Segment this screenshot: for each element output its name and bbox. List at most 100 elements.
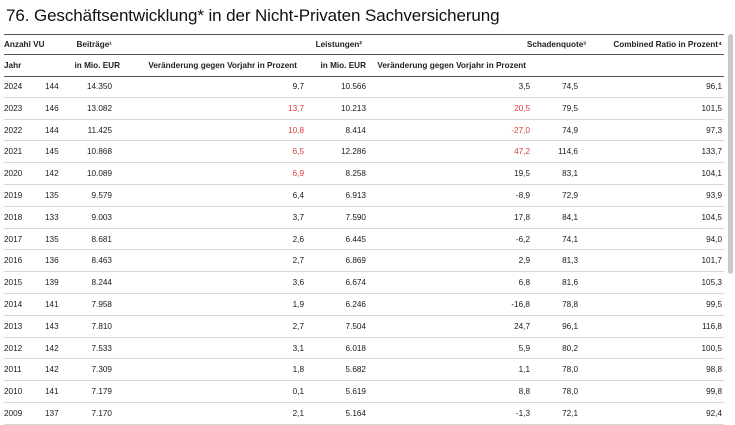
cell-beitraege-change: 3,1 xyxy=(292,343,304,353)
cell-schadenquote: 81,6 xyxy=(562,278,578,288)
cell-leistungen-change: 19,5 xyxy=(514,169,530,179)
cell-anzahl-vu: 135 xyxy=(45,190,59,200)
cell-combined-ratio: 94,0 xyxy=(706,234,722,244)
cell-anzahl-vu: 144 xyxy=(45,125,59,135)
cell-beitraege-change: 0,1 xyxy=(292,387,304,397)
cell-anzahl-vu: 142 xyxy=(45,169,59,179)
cell-beitraege-change: 1,9 xyxy=(292,299,304,309)
data-table: Anzahl VU Beiträge¹ Leistungen² Schadenq… xyxy=(4,34,724,425)
cell-schadenquote: 78,8 xyxy=(562,299,578,309)
cell-schadenquote: 74,5 xyxy=(562,82,578,91)
cell-jahr: 2023 xyxy=(4,103,23,113)
cell-jahr: 2014 xyxy=(4,299,23,309)
cell-beitraege-change: 2,7 xyxy=(292,256,304,266)
cell-beitraege: 7.179 xyxy=(91,387,113,397)
cell-leistungen-change: 24,7 xyxy=(514,321,530,331)
cell-leistungen-change: 8,8 xyxy=(518,387,530,397)
header-divider xyxy=(4,54,724,55)
cell-leistungen: 6.913 xyxy=(345,190,367,200)
cell-combined-ratio: 100,5 xyxy=(701,343,723,353)
cell-combined-ratio: 97,3 xyxy=(706,125,722,135)
table-row: 2015 139 8.244 3,6 6.674 6,8 81,6 105,3 xyxy=(4,272,724,294)
cell-anzahl-vu: 142 xyxy=(45,365,59,375)
cell-jahr: 2013 xyxy=(4,321,23,331)
cell-jahr: 2024 xyxy=(4,82,23,91)
header-beitraege: Beiträge¹ xyxy=(76,40,113,49)
cell-leistungen-change: 3,5 xyxy=(518,82,530,91)
cell-combined-ratio: 105,3 xyxy=(701,278,723,288)
cell-combined-ratio: 104,1 xyxy=(701,169,723,179)
cell-leistungen-change: 17,8 xyxy=(514,212,530,222)
cell-beitraege: 7.810 xyxy=(91,321,113,331)
cell-combined-ratio: 116,8 xyxy=(702,321,722,331)
cell-beitraege-change: 3,7 xyxy=(292,212,304,222)
cell-combined-ratio: 96,1 xyxy=(706,82,722,91)
cell-jahr: 2016 xyxy=(4,256,23,266)
header-anzahl-vu: Anzahl VU xyxy=(4,40,45,49)
cell-schadenquote: 79,5 xyxy=(562,103,578,113)
cell-leistungen-change: -1,3 xyxy=(515,408,530,418)
cell-leistungen: 5.164 xyxy=(345,408,367,418)
cell-leistungen: 6.869 xyxy=(345,256,367,266)
cell-beitraege-change: 1,8 xyxy=(292,365,304,375)
cell-leistungen-change: 2,9 xyxy=(518,256,530,266)
cell-jahr: 2012 xyxy=(4,343,23,353)
cell-leistungen-change: -8,9 xyxy=(515,190,530,200)
table-row: 2021 145 10.868 6,5 12.286 47,2 114,6 133,7 xyxy=(4,141,724,164)
table-row: 2011 142 7.309 1,8 5.682 1,1 78,0 98,8 xyxy=(4,359,724,382)
cell-jahr: 2018 xyxy=(4,212,23,222)
cell-beitraege-change: 6,4 xyxy=(292,190,304,200)
header-leistungen: Leistungen² xyxy=(315,40,362,49)
cell-beitraege: 7.958 xyxy=(91,299,113,309)
cell-jahr: 2022 xyxy=(4,125,23,135)
cell-beitraege: 9.003 xyxy=(91,212,113,222)
cell-beitraege-change: 13,7 xyxy=(288,103,304,113)
header-row-2: Jahr in Mio. EUR Veränderung gegen Vorja… xyxy=(4,54,724,76)
cell-combined-ratio: 98,8 xyxy=(706,365,722,375)
cell-anzahl-vu: 139 xyxy=(45,278,59,288)
header-schadenquote: Schadenquote³ xyxy=(526,40,586,49)
cell-anzahl-vu: 145 xyxy=(45,147,59,157)
cell-leistungen-change: -16,8 xyxy=(511,299,530,309)
cell-leistungen: 12.286 xyxy=(340,147,366,157)
cell-combined-ratio: 133,7 xyxy=(701,147,723,157)
cell-schadenquote: 114,6 xyxy=(558,147,578,157)
cell-anzahl-vu: 136 xyxy=(45,256,59,266)
cell-schadenquote: 74,9 xyxy=(562,125,578,135)
table-row: 2013 143 7.810 2,7 7.504 24,7 96,1 116,8 xyxy=(4,316,724,338)
cell-jahr: 2015 xyxy=(4,278,23,288)
table-row: 2012 142 7.533 3,1 6.018 5,9 80,2 100,5 xyxy=(4,338,724,360)
header-beitraege-change: Veränderung gegen Vorjahr in Prozent xyxy=(148,61,297,70)
cell-schadenquote: 72,1 xyxy=(562,408,578,418)
cell-beitraege-change: 2,1 xyxy=(292,408,304,418)
cell-schadenquote: 84,1 xyxy=(562,212,578,222)
table-top-rule xyxy=(4,34,724,35)
table-row: 2023 146 13.082 13,7 10.213 20,5 79,5 101,5 xyxy=(4,98,724,120)
cell-jahr: 2011 xyxy=(4,365,22,375)
cell-beitraege: 8.681 xyxy=(91,234,113,244)
cell-anzahl-vu: 144 xyxy=(45,82,59,91)
cell-beitraege-change: 3,6 xyxy=(292,278,304,288)
cell-beitraege-change: 2,7 xyxy=(292,321,304,331)
table-row: 2018 133 9.003 3,7 7.590 17,8 84,1 104,5 xyxy=(4,207,724,229)
table-row: 2022 144 11.425 10,8 8.414 -27,0 74,9 97,3 xyxy=(4,120,724,142)
table-row: 2016 136 8.463 2,7 6.869 2,9 81,3 101,7 xyxy=(4,250,724,273)
header-leistungen-unit: in Mio. EUR xyxy=(320,61,366,70)
vertical-scrollbar[interactable] xyxy=(728,34,733,274)
cell-leistungen-change: 5,9 xyxy=(518,343,530,353)
cell-schadenquote: 78,0 xyxy=(562,387,578,397)
cell-leistungen: 5.619 xyxy=(345,387,367,397)
cell-schadenquote: 78,0 xyxy=(562,365,578,375)
cell-leistungen: 6.018 xyxy=(345,343,367,353)
header-leistungen-change: Veränderung gegen Vorjahr in Prozent xyxy=(377,61,526,70)
cell-leistungen: 8.414 xyxy=(345,125,367,135)
cell-beitraege-change: 2,6 xyxy=(292,234,304,244)
cell-schadenquote: 74,1 xyxy=(562,234,578,244)
cell-leistungen: 6.674 xyxy=(345,278,367,288)
header-combined-ratio: Combined Ratio in Prozent⁴ xyxy=(613,40,722,49)
cell-schadenquote: 81,3 xyxy=(562,256,578,266)
cell-anzahl-vu: 142 xyxy=(45,343,59,353)
header-beitraege-unit: in Mio. EUR xyxy=(74,61,120,70)
cell-anzahl-vu: 143 xyxy=(45,321,59,331)
cell-schadenquote: 80,2 xyxy=(562,343,578,353)
